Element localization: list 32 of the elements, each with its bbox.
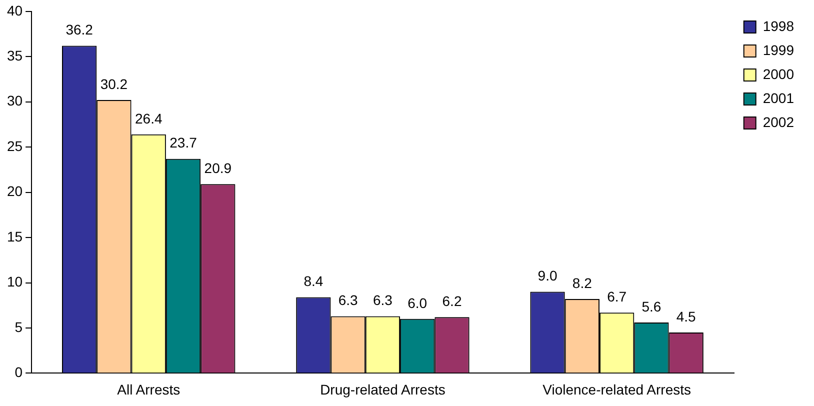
data-label: 9.0 — [538, 268, 558, 284]
x-tick-label: Violence-related Arrests — [542, 381, 691, 398]
y-tick-label: 0 — [14, 364, 23, 380]
x-tick-label: All Arrests — [117, 381, 180, 398]
data-label: 36.2 — [66, 22, 94, 38]
data-label: 8.4 — [304, 273, 324, 290]
y-tick-label: 15 — [6, 228, 23, 244]
legend-label: 2001 — [762, 90, 794, 106]
y-tick-label: 10 — [6, 274, 23, 290]
data-label: 5.6 — [642, 298, 662, 314]
y-tick-label: 40 — [6, 2, 23, 18]
data-label: 6.3 — [338, 292, 358, 308]
data-label: 20.9 — [204, 160, 232, 176]
legend-label: 1999 — [762, 42, 794, 58]
data-label: 26.4 — [134, 110, 162, 126]
data-label: 23.7 — [170, 134, 198, 151]
data-label: 6.7 — [607, 288, 627, 304]
y-tick-label: 5 — [14, 318, 23, 335]
data-label: 6.0 — [408, 294, 428, 311]
data-label: 8.2 — [572, 274, 592, 291]
data-label: 4.5 — [676, 308, 696, 324]
y-tick-label: 30 — [6, 92, 23, 109]
data-label: 6.2 — [442, 292, 462, 309]
y-tick-label: 35 — [6, 47, 23, 64]
data-label: 30.2 — [100, 76, 128, 92]
legend-label: 1998 — [762, 18, 794, 34]
y-tick-label: 20 — [6, 183, 23, 200]
legend-label: 2002 — [762, 114, 794, 130]
data-label: 6.3 — [372, 292, 393, 308]
legend-label: 2000 — [762, 66, 794, 82]
x-tick-label: Drug-related Arrests — [320, 381, 446, 398]
y-tick-label: 25 — [6, 138, 23, 154]
